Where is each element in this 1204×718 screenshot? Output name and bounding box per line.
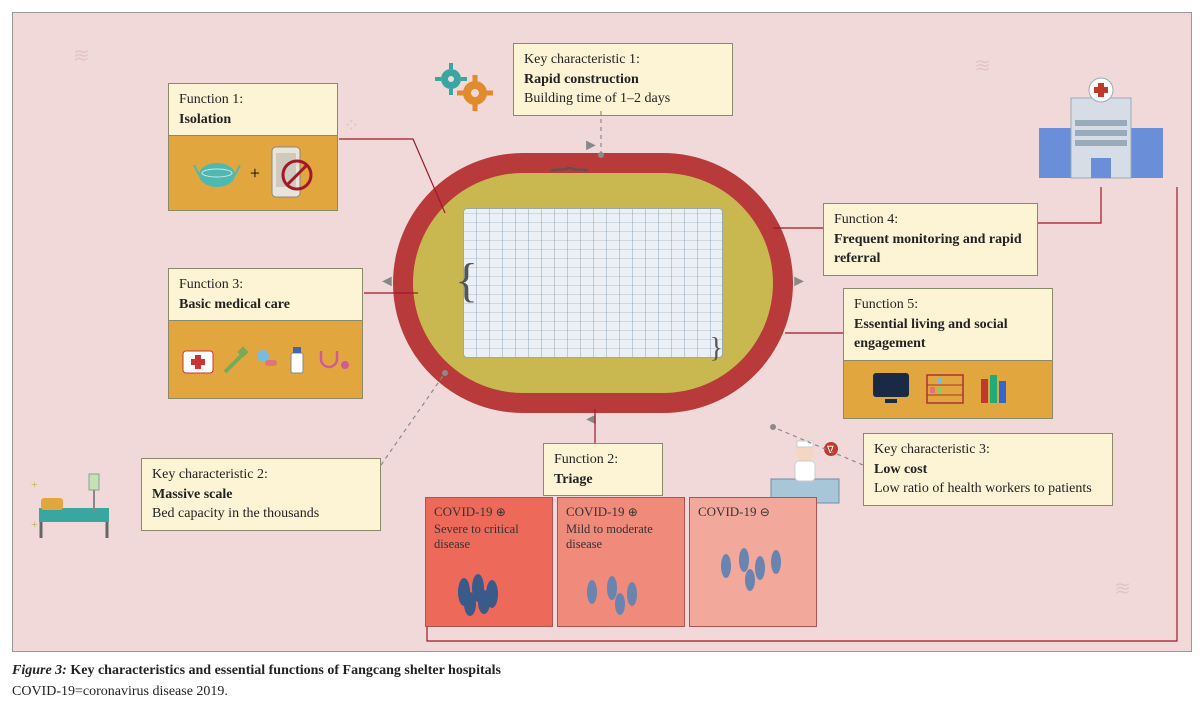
char1-sub: Building time of 1–2 days — [524, 89, 722, 109]
triage-severe-box: COVID-19 ⊕ Severe to critical disease — [425, 497, 553, 627]
mask-icon — [192, 153, 242, 193]
char2-box: Key characteristic 2: Massive scale Bed … — [141, 458, 381, 531]
func3-label: Function 3: — [179, 275, 352, 295]
bottle-icon — [285, 345, 309, 375]
triage-c-hdr: COVID-19 — [698, 504, 757, 519]
func4-label: Function 4: — [834, 210, 1027, 230]
figure-caption: Figure 3: Key characteristics and essent… — [12, 660, 501, 702]
triage-negative-box: COVID-19 ⊖ — [689, 497, 817, 627]
gears-icon — [433, 61, 493, 111]
func2-box: Function 2: Triage — [543, 443, 663, 496]
char3-sub: Low ratio of health workers to patients — [874, 479, 1102, 499]
brace-top-icon: ⏞ — [550, 167, 590, 193]
char2-title: Massive scale — [152, 485, 370, 505]
func1-icons: + — [168, 136, 338, 211]
char1-title: Rapid construction — [524, 70, 722, 90]
figure-canvas: ≋ ≋ ⁘ ≋ Key characteristic 1: Rapid cons… — [12, 12, 1192, 652]
func1-title: Isolation — [179, 110, 327, 130]
func5-box: Function 5: Essential living and social … — [843, 288, 1053, 361]
svg-text:+: + — [31, 477, 38, 491]
bed-icon: + + — [29, 468, 119, 548]
triage-b-hdr: COVID-19 — [566, 504, 625, 519]
func4-box: Function 4: Frequent monitoring and rapi… — [823, 203, 1038, 276]
dna-decor: ⁘ — [343, 113, 360, 138]
people-cluster-icon — [434, 558, 544, 618]
caption-title: Key characteristics and essential functi… — [70, 663, 501, 678]
func3-group: Function 3: Basic medical care — [168, 268, 363, 399]
caption-fig-label: Figure 3: — [12, 663, 67, 678]
func3-title: Basic medical care — [179, 295, 352, 315]
syringe-icon — [221, 344, 249, 376]
triage-mild-box: COVID-19 ⊕ Mild to moderate disease — [557, 497, 685, 627]
caption-note: COVID-19=coronavirus disease 2019. — [12, 684, 228, 699]
stadium-infield: { ⏞ } — [413, 173, 773, 393]
func5-icons — [843, 361, 1053, 419]
pills-icon — [255, 348, 279, 372]
func5-label: Function 5: — [854, 295, 1042, 315]
char1-box: Key characteristic 1: Rapid construction… — [513, 43, 733, 116]
brace-right-icon: } — [710, 333, 723, 365]
minus-icon: ⊖ — [760, 505, 770, 519]
dna-decor: ≋ — [974, 53, 991, 78]
people-cluster-icon — [698, 532, 808, 604]
brace-left-icon: { — [455, 253, 478, 308]
dna-decor: ≋ — [73, 43, 90, 68]
triage-a-line: Severe to critical disease — [434, 522, 544, 552]
func5-title: Essential living and social engagement — [854, 315, 1042, 354]
func5-group: Function 5: Essential living and social … — [843, 288, 1053, 419]
triage-b-line: Mild to moderate disease — [566, 522, 676, 552]
phone-blocked-icon — [268, 145, 314, 201]
func4-title: Frequent monitoring and rapid referral — [834, 230, 1027, 269]
char3-title: Low cost — [874, 460, 1102, 480]
func2-label: Function 2: — [554, 450, 652, 470]
plus-icon: ⊕ — [496, 505, 506, 519]
food-shelf-icon — [925, 371, 965, 407]
stethoscope-icon — [315, 347, 351, 373]
stadium-track: { ⏞ } ◄ ► ► ◄ — [393, 153, 793, 413]
svg-text:+: + — [31, 517, 38, 531]
char2-label: Key characteristic 2: — [152, 465, 370, 485]
hospital-icon — [1031, 68, 1171, 188]
func3-icons — [168, 321, 363, 399]
func1-label: Function 1: — [179, 90, 327, 110]
func1-box: Function 1: Isolation — [168, 83, 338, 136]
triage-a-hdr: COVID-19 — [434, 504, 493, 519]
char1-label: Key characteristic 1: — [524, 50, 722, 70]
char3-box: Key characteristic 3: Low cost Low ratio… — [863, 433, 1113, 506]
firstaid-icon — [181, 345, 215, 375]
svg-text:∇: ∇ — [826, 445, 834, 456]
func3-box: Function 3: Basic medical care — [168, 268, 363, 321]
dna-decor: ≋ — [1114, 576, 1131, 601]
stadium-beds-grid — [463, 208, 723, 358]
func2-title: Triage — [554, 470, 652, 490]
plus-icon: ⊕ — [628, 505, 638, 519]
char2-sub: Bed capacity in the thousands — [152, 504, 370, 524]
func1-group: Function 1: Isolation + — [168, 83, 338, 211]
char3-label: Key characteristic 3: — [874, 440, 1102, 460]
books-icon — [979, 371, 1025, 407]
tv-icon — [871, 371, 911, 407]
people-cluster-icon — [566, 558, 676, 618]
